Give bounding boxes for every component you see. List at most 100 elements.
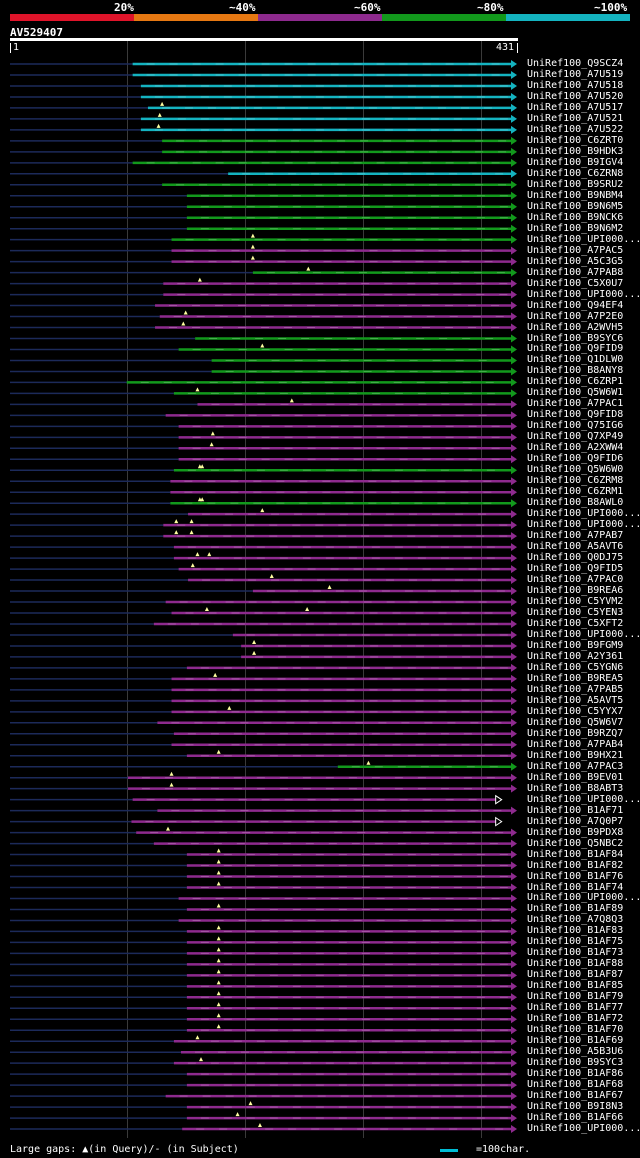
hit-row[interactable] xyxy=(10,301,517,310)
hit-row[interactable] xyxy=(10,191,517,200)
hit-row[interactable] xyxy=(10,508,517,519)
hit-label[interactable]: UniRef100_A7Q0P7 xyxy=(527,815,624,827)
hit-label[interactable]: UniRef100_B9IGV4 xyxy=(527,156,624,168)
hit-label[interactable]: UniRef100_B9NBM4 xyxy=(527,189,624,201)
hit-row[interactable] xyxy=(10,411,517,420)
hit-row[interactable] xyxy=(10,1024,517,1035)
hit-row[interactable] xyxy=(10,782,517,793)
hit-label[interactable]: UniRef100_B1AF70 xyxy=(527,1024,624,1036)
hit-label[interactable]: UniRef100_C6ZRM1 xyxy=(527,486,624,498)
hit-row[interactable] xyxy=(10,619,517,628)
hit-label[interactable]: UniRef100_Q9FID6 xyxy=(527,453,624,465)
hit-row[interactable] xyxy=(10,771,517,782)
hit-row[interactable] xyxy=(10,925,517,936)
hit-label[interactable]: UniRef100_C6ZRM8 xyxy=(527,475,624,487)
hit-row[interactable] xyxy=(10,398,517,409)
hit-row[interactable] xyxy=(10,816,503,827)
hit-label[interactable]: UniRef100_B9EV01 xyxy=(527,771,624,783)
hit-row[interactable] xyxy=(10,1092,517,1101)
hit-row[interactable] xyxy=(10,497,517,508)
hit-label[interactable]: UniRef100_B1AF83 xyxy=(527,925,624,937)
hit-row[interactable] xyxy=(10,290,517,299)
hit-label[interactable]: UniRef100_A7PAC1 xyxy=(527,398,624,410)
hit-label[interactable]: UniRef100_C5YYX7 xyxy=(527,705,624,717)
hit-row[interactable] xyxy=(10,980,517,991)
hit-label[interactable]: UniRef100_A7PAC5 xyxy=(527,244,624,256)
hit-row[interactable] xyxy=(10,991,517,1002)
hit-label[interactable]: UniRef100_A7PAC0 xyxy=(527,574,624,586)
hit-label[interactable]: UniRef100_A7PAB4 xyxy=(527,738,624,750)
hit-row[interactable] xyxy=(10,1013,517,1024)
hit-row[interactable] xyxy=(10,233,517,244)
hit-row[interactable] xyxy=(10,488,517,497)
hit-row[interactable] xyxy=(10,255,517,266)
hit-row[interactable] xyxy=(10,70,517,79)
hit-row[interactable] xyxy=(10,740,517,749)
hit-label[interactable]: UniRef100_UPI000... xyxy=(527,519,640,531)
hit-label[interactable]: UniRef100_B1AF69 xyxy=(527,1035,624,1047)
hit-row[interactable] xyxy=(10,1081,517,1090)
hit-label[interactable]: UniRef100_A2XWW4 xyxy=(527,442,624,454)
hit-label[interactable]: UniRef100_A7U522 xyxy=(527,123,624,135)
hit-row[interactable] xyxy=(10,356,517,365)
hit-label[interactable]: UniRef100_B9REA6 xyxy=(527,585,624,597)
hit-row[interactable] xyxy=(10,881,517,892)
hit-label[interactable]: UniRef100_A2WVH5 xyxy=(527,321,624,333)
hit-label[interactable]: UniRef100_B1AF73 xyxy=(527,947,624,959)
hit-label[interactable]: UniRef100_Q94EF4 xyxy=(527,299,624,311)
hit-row[interactable] xyxy=(10,1101,517,1112)
hit-row[interactable] xyxy=(10,169,517,178)
hit-label[interactable]: UniRef100_UPI000... xyxy=(527,508,640,520)
hit-row[interactable] xyxy=(10,321,517,332)
hit-row[interactable] xyxy=(10,598,517,607)
hit-label[interactable]: UniRef100_B1AF72 xyxy=(527,1013,624,1025)
hit-label[interactable]: UniRef100_A7U519 xyxy=(527,68,624,80)
hit-label[interactable]: UniRef100_A7PAB8 xyxy=(527,266,624,278)
hit-row[interactable] xyxy=(10,859,517,870)
hit-label[interactable]: UniRef100_B9RZQ7 xyxy=(527,727,624,739)
hit-label[interactable]: UniRef100_B8ABT3 xyxy=(527,782,624,794)
hit-row[interactable] xyxy=(10,947,517,958)
hit-label[interactable]: UniRef100_B1AF87 xyxy=(527,969,624,981)
hit-label[interactable]: UniRef100_B1AF75 xyxy=(527,936,624,948)
hit-row[interactable] xyxy=(10,574,517,585)
hit-label[interactable]: UniRef100_C6ZRP1 xyxy=(527,376,624,388)
hit-row[interactable] xyxy=(10,607,517,617)
hit-row[interactable] xyxy=(10,1070,517,1079)
hit-row[interactable] xyxy=(10,431,517,442)
hit-row[interactable] xyxy=(10,729,517,738)
hit-label[interactable]: UniRef100_A7PAB7 xyxy=(527,530,624,542)
hit-row[interactable] xyxy=(10,1035,517,1046)
hit-label[interactable]: UniRef100_A7U521 xyxy=(527,112,624,124)
hit-row[interactable] xyxy=(10,158,517,167)
hit-row[interactable] xyxy=(10,92,517,101)
hit-label[interactable]: UniRef100_B9SRU2 xyxy=(527,178,624,190)
hit-label[interactable]: UniRef100_B9FGM9 xyxy=(527,639,624,651)
hit-label[interactable]: UniRef100_Q9SCZ4 xyxy=(527,58,624,69)
hit-label[interactable]: UniRef100_C5YVM2 xyxy=(527,596,624,608)
hit-row[interactable] xyxy=(10,477,517,486)
hit-label[interactable]: UniRef100_UPI000... xyxy=(527,1123,640,1135)
hit-label[interactable]: UniRef100_B1AF79 xyxy=(527,991,624,1003)
hit-row[interactable] xyxy=(10,760,517,771)
hit-label[interactable]: UniRef100_C5YGN6 xyxy=(527,661,624,673)
hit-row[interactable] xyxy=(10,277,517,288)
hit-row[interactable] xyxy=(10,530,517,541)
hit-label[interactable]: UniRef100_Q0DJ75 xyxy=(527,552,624,564)
hit-label[interactable]: UniRef100_Q5NBC2 xyxy=(527,837,624,849)
hit-label[interactable]: UniRef100_C5X0U7 xyxy=(527,277,624,289)
hit-label[interactable]: UniRef100_B9HDK3 xyxy=(527,145,624,157)
hit-row[interactable] xyxy=(10,969,517,980)
hit-row[interactable] xyxy=(10,826,517,837)
hit-label[interactable]: UniRef100_Q9FID5 xyxy=(527,563,624,575)
hit-label[interactable]: UniRef100_B9SYC6 xyxy=(527,332,624,344)
hit-row[interactable] xyxy=(10,367,517,376)
hit-label[interactable]: UniRef100_B1AF85 xyxy=(527,980,624,992)
hit-label[interactable]: UniRef100_B9SYC3 xyxy=(527,1057,624,1069)
hit-row[interactable] xyxy=(10,663,517,672)
hit-label[interactable]: UniRef100_UPI000... xyxy=(527,892,640,904)
hit-label[interactable]: UniRef100_A7U520 xyxy=(527,90,624,102)
hit-row[interactable] xyxy=(10,749,517,760)
hit-label[interactable]: UniRef100_B9NCK6 xyxy=(527,211,624,223)
hit-label[interactable]: UniRef100_B9HX21 xyxy=(527,749,624,761)
